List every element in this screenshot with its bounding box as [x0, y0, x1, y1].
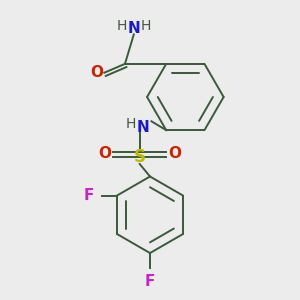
Text: N: N — [136, 120, 149, 135]
Text: O: O — [169, 146, 182, 161]
Text: N: N — [128, 21, 140, 36]
Text: O: O — [91, 65, 103, 80]
Text: H: H — [117, 19, 127, 33]
Text: O: O — [98, 146, 111, 161]
Text: F: F — [145, 274, 155, 289]
Text: S: S — [134, 148, 146, 166]
Text: H: H — [126, 117, 136, 131]
Text: F: F — [84, 188, 94, 203]
Text: H: H — [140, 19, 151, 33]
